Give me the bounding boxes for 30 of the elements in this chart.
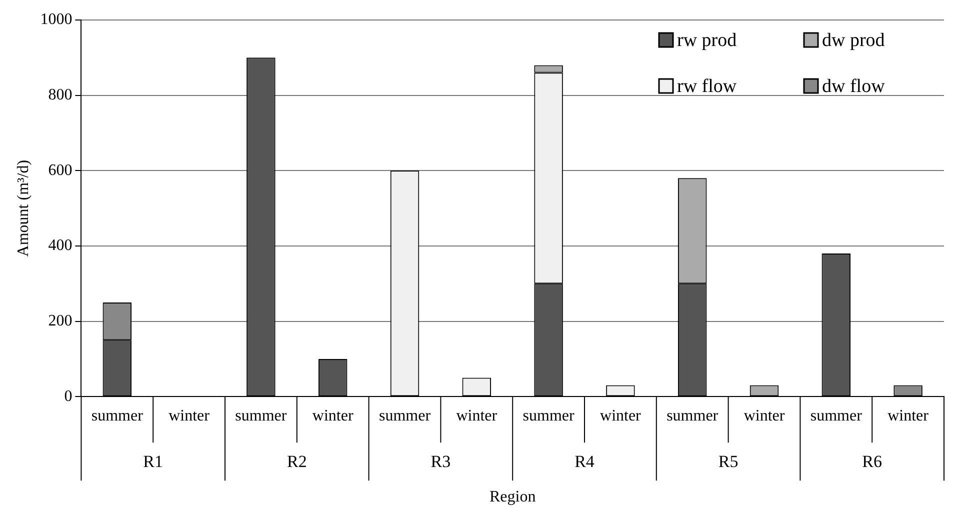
x-tick-label: summer xyxy=(666,407,719,424)
text: R2 xyxy=(286,452,307,472)
legend-label: rw flow xyxy=(677,76,737,97)
text: R6 xyxy=(862,452,882,472)
x-tick-label: winter xyxy=(312,407,354,424)
y-tick-label: 0 xyxy=(64,388,72,405)
x-tick-label: winter xyxy=(600,407,642,424)
text: R5 xyxy=(718,452,738,472)
x-tick-label: summer xyxy=(810,407,863,424)
y-tick-label: 400 xyxy=(48,237,72,254)
y-tick-label: 200 xyxy=(48,312,72,330)
x-tick-label: summer xyxy=(378,407,432,424)
legend-label: rw prod xyxy=(677,30,738,51)
text: R4 xyxy=(574,452,595,472)
text: R1 xyxy=(143,452,164,472)
x-axis-title: Region xyxy=(489,488,536,506)
y-axis-title: Amount (m³/d) xyxy=(14,160,32,257)
x-tick-label: winter xyxy=(744,407,786,424)
y-tick-label: 1000 xyxy=(40,11,72,28)
y-tick-label: 800 xyxy=(48,86,72,104)
x-tick-label: summer xyxy=(91,407,144,424)
legend-label: dw flow xyxy=(822,76,886,97)
x-tick-label: winter xyxy=(168,407,210,424)
x-tick-label: summer xyxy=(522,407,575,424)
x-tick-label: winter xyxy=(888,407,930,424)
x-tick-label: summer xyxy=(235,407,288,424)
x-tick-label: winter xyxy=(456,407,498,424)
text: R3 xyxy=(430,452,451,472)
legend-label: dw prod xyxy=(822,30,886,51)
y-tick-label: 600 xyxy=(48,162,72,179)
